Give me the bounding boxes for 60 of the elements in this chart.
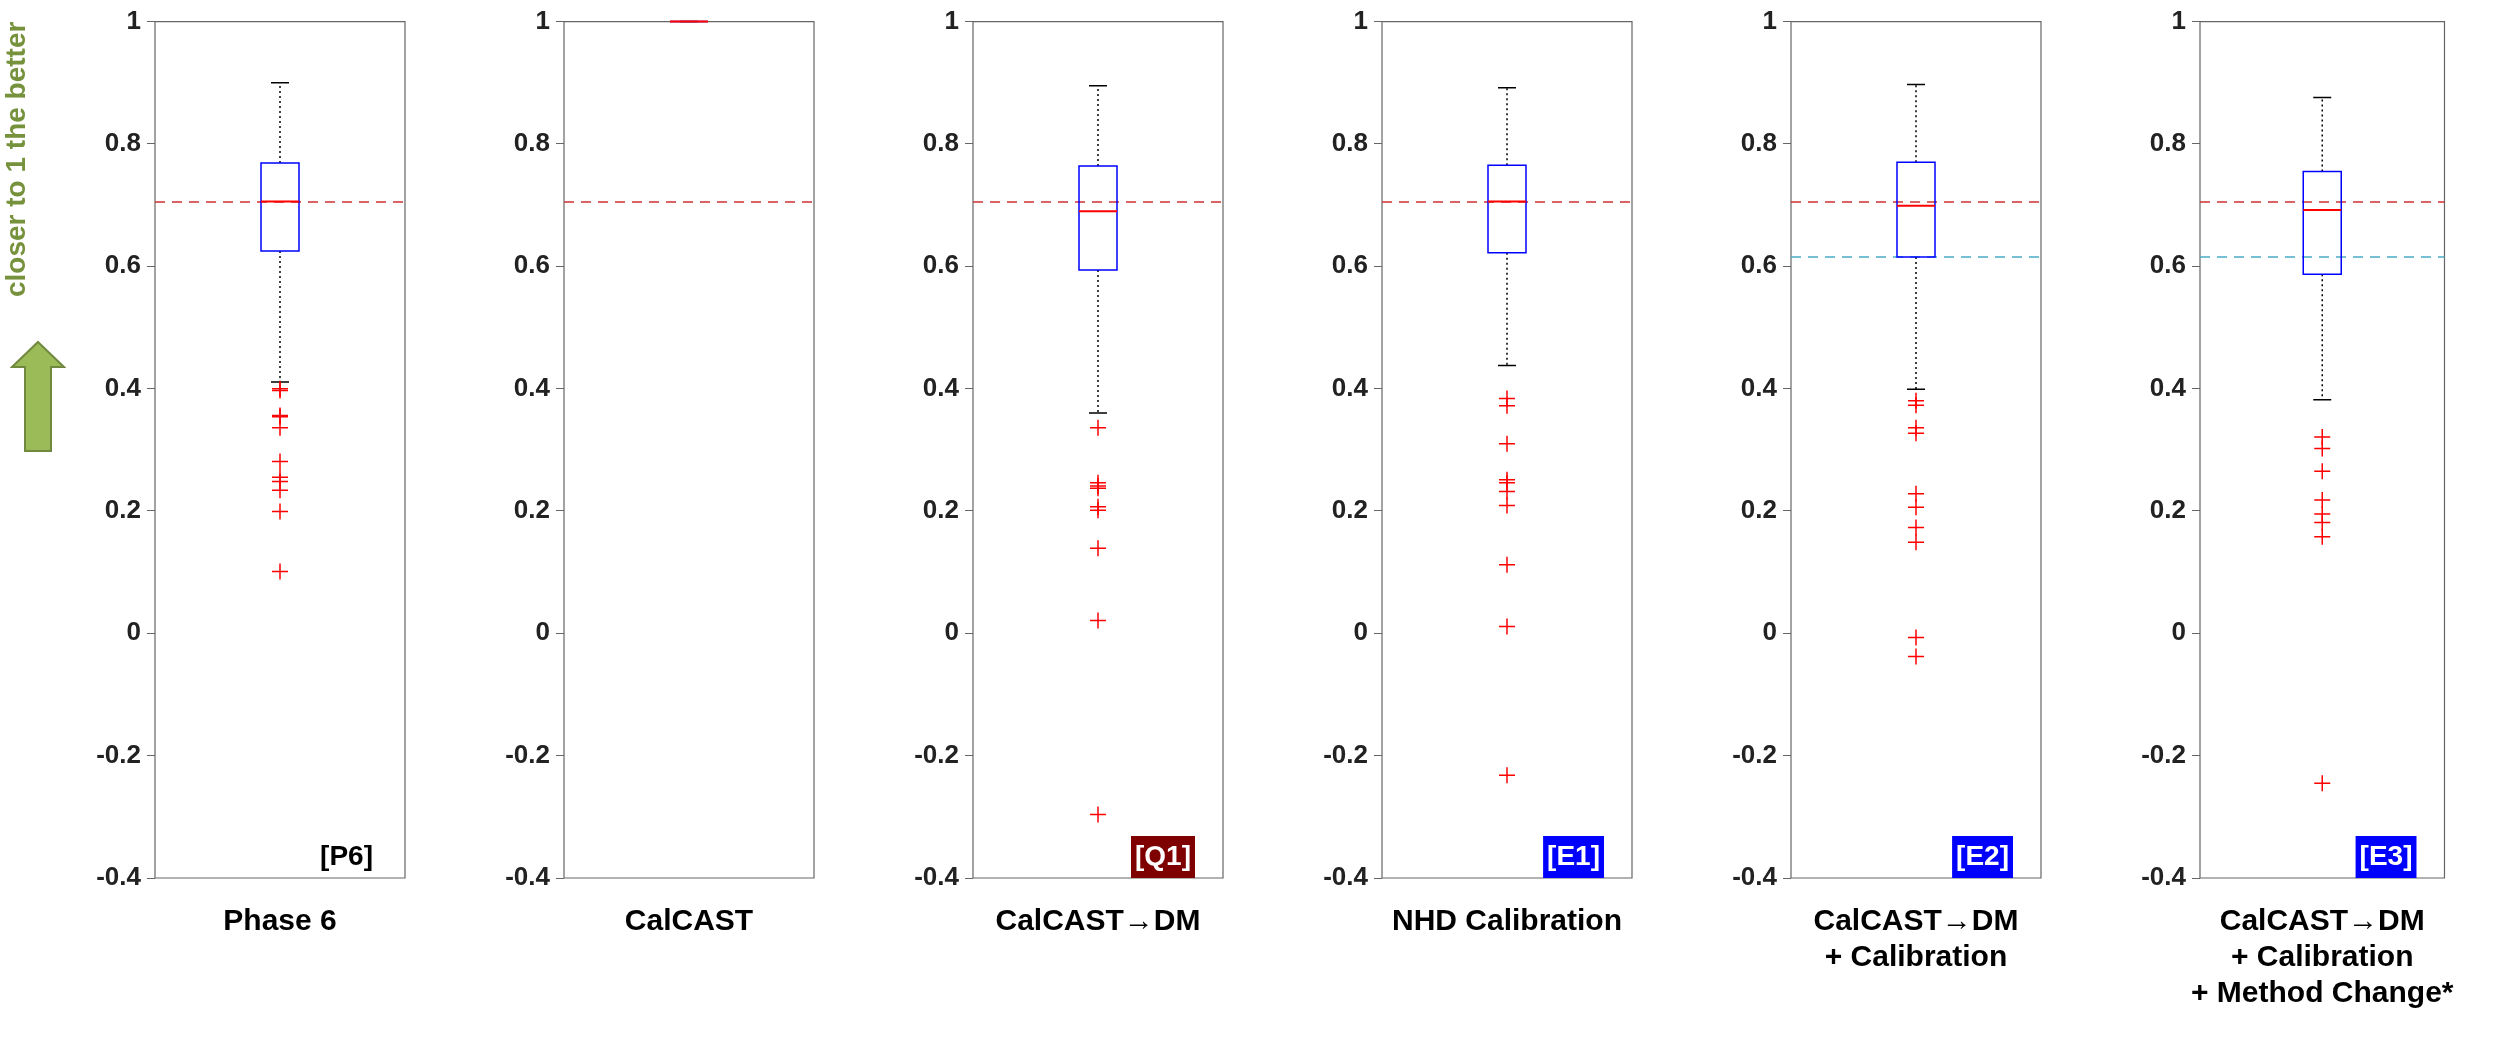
y-tick-label: 0.8 bbox=[2149, 127, 2186, 158]
y-tick-label: 0.6 bbox=[2149, 249, 2186, 280]
y-tick-label: -0.4 bbox=[1732, 861, 1778, 892]
y-tick-label: 1 bbox=[944, 4, 959, 35]
y-tick-label: -0.2 bbox=[505, 738, 550, 769]
y-tick-label: 0.4 bbox=[922, 371, 960, 402]
x-tick-label: Phase 6 bbox=[223, 903, 337, 937]
y-tick-label: 0 bbox=[535, 616, 550, 647]
y-tick-label: -0.4 bbox=[914, 861, 960, 892]
y-tick-label: 0 bbox=[944, 616, 959, 647]
y-tick-label: 0.2 bbox=[2149, 494, 2186, 525]
y-tick-label: 0.8 bbox=[922, 127, 959, 158]
y-tick-label: 0.4 bbox=[1740, 371, 1778, 402]
y-tick-label: 1 bbox=[2171, 4, 2186, 35]
y-tick-label: 0.2 bbox=[104, 494, 141, 525]
x-tick-label: CalCAST→DM + Calibration bbox=[1813, 903, 2019, 973]
y-tick-label: 0 bbox=[1353, 616, 1368, 647]
y-tick-label: 0.4 bbox=[2149, 371, 2187, 402]
y-tick-label: 0.4 bbox=[104, 371, 142, 402]
y-tick-label: -0.4 bbox=[2141, 861, 2187, 892]
y-tick-label: 0.2 bbox=[922, 494, 959, 525]
y-tick-label: 0 bbox=[1762, 616, 1777, 647]
y-tick-label: 0.6 bbox=[104, 249, 141, 280]
y-tick-label: -0.4 bbox=[1323, 861, 1369, 892]
x-tick-label: CalCAST→DM bbox=[995, 903, 1201, 937]
y-tick-label: 0.6 bbox=[1331, 249, 1368, 280]
y-tick-label: 0.8 bbox=[513, 127, 550, 158]
y-tick-label: 0.2 bbox=[1331, 494, 1368, 525]
y-tick-label: 0.6 bbox=[513, 249, 550, 280]
y-tick-label: 1 bbox=[535, 4, 550, 35]
y-tick-label: -0.4 bbox=[96, 861, 142, 892]
y-tick-label: 0.8 bbox=[1740, 127, 1777, 158]
y-tick-label: 0.8 bbox=[104, 127, 141, 158]
y-tick-label: 0.2 bbox=[513, 494, 550, 525]
y-tick-label: -0.2 bbox=[96, 738, 141, 769]
annotation: [E1] bbox=[1547, 839, 1601, 871]
y-tick-label: 1 bbox=[1353, 4, 1368, 35]
y-tick-label: -0.2 bbox=[1732, 738, 1777, 769]
annotation: [Q1] bbox=[1135, 839, 1191, 871]
x-tick-label: NHD Calibration bbox=[1391, 903, 1623, 937]
annotation: [E3] bbox=[2359, 839, 2413, 871]
y-tick-label: 0.8 bbox=[1331, 127, 1368, 158]
y-tick-label: -0.2 bbox=[1323, 738, 1368, 769]
x-tick-label: CalCAST bbox=[624, 903, 754, 937]
y-tick-label: 0.6 bbox=[922, 249, 959, 280]
y-axis-title: closer to 1 the better bbox=[0, 21, 31, 298]
y-tick-label: 0.2 bbox=[1740, 494, 1777, 525]
x-tick-label: CalCAST→DM + Calibration + Method Change* bbox=[2190, 903, 2454, 1009]
y-tick-label: 1 bbox=[1762, 4, 1777, 35]
y-tick-label: 0.4 bbox=[513, 371, 551, 402]
y-tick-label: 0.6 bbox=[1740, 249, 1777, 280]
y-tick-label: 1 bbox=[126, 4, 141, 35]
y-tick-label: -0.4 bbox=[505, 861, 551, 892]
y-tick-label: 0 bbox=[126, 616, 141, 647]
annotation: [P6] bbox=[320, 839, 374, 871]
y-tick-label: -0.2 bbox=[2141, 738, 2186, 769]
annotation: [E2] bbox=[1956, 839, 2010, 871]
y-tick-label: 0 bbox=[2171, 616, 2186, 647]
y-tick-label: -0.2 bbox=[914, 738, 959, 769]
y-tick-label: 0.4 bbox=[1331, 371, 1369, 402]
